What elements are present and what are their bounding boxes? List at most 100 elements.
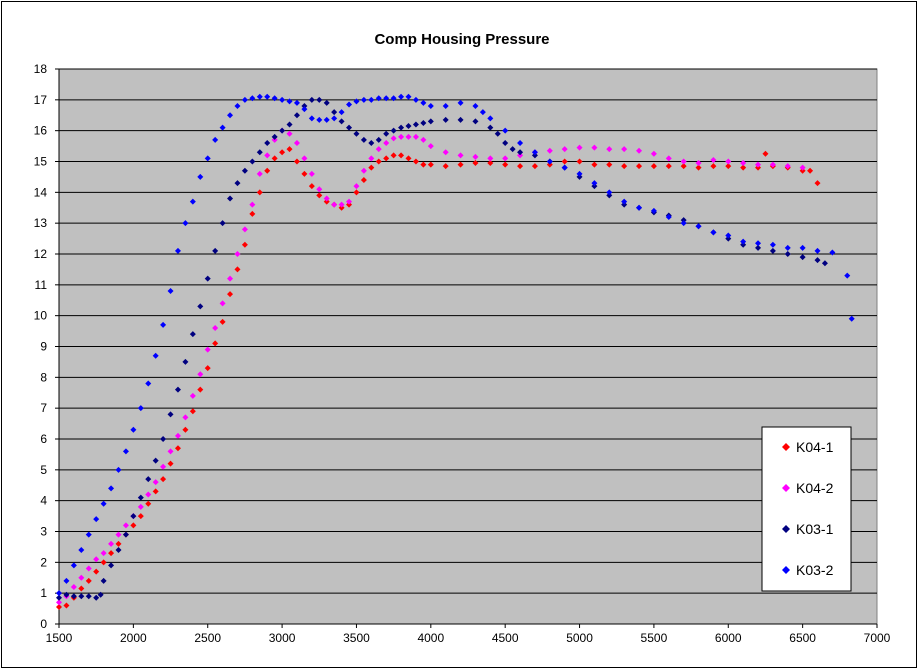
point-k03-1-1 [63,591,70,598]
point-k04-1-38 [338,204,345,211]
point-k03-2-1 [63,577,70,584]
point-k04-1-22 [219,318,226,325]
point-k03-1-24 [227,195,234,202]
y-tick-label-3: 3 [40,525,47,539]
point-k03-2-0 [56,590,62,597]
point-k03-2-70 [710,229,717,236]
point-k04-1-36 [323,198,330,205]
point-k03-1-51 [427,118,434,125]
point-k03-2-39 [346,101,353,108]
point-k04-1-58 [546,161,553,168]
point-k03-2-32 [293,99,300,106]
point-k04-1-39 [346,201,353,208]
point-k03-2-21 [212,136,219,143]
point-k04-2-13 [152,479,159,486]
point-k03-1-41 [353,130,360,137]
point-k03-1-45 [383,130,390,137]
point-k04-1-47 [405,155,412,162]
point-k03-2-34 [308,115,315,122]
point-k04-1-78 [814,180,821,187]
point-k03-1-34 [301,103,308,109]
point-k03-2-63 [606,189,613,196]
point-k03-2-2 [70,562,77,569]
point-k04-2-5 [93,556,100,563]
point-k03-2-69 [695,223,702,230]
point-k04-1-17 [182,426,189,433]
point-k03-1-12 [137,494,144,501]
y-tick-label-8: 8 [40,370,47,384]
point-k03-1-55 [487,124,494,131]
point-k04-1-11 [137,513,144,520]
point-k04-2-49 [420,136,427,143]
point-k03-1-56 [494,130,501,137]
point-k03-2-40 [353,98,360,105]
legend-box [761,426,852,592]
point-k03-1-50 [420,119,427,126]
x-tick-label-6000: 6000 [715,631,742,645]
point-k04-2-66 [665,155,672,162]
y-tick-label-15: 15 [34,155,48,169]
y-tick-label-0: 0 [40,617,47,631]
series-k03-2 [56,93,855,597]
point-k03-1-18 [182,358,189,365]
point-k04-1-33 [301,170,308,177]
point-k03-2-64 [621,198,628,205]
point-k04-2-40 [353,183,360,190]
point-k04-2-35 [316,186,323,193]
point-k04-2-26 [249,201,256,208]
point-k03-1-0 [56,594,62,601]
point-k03-2-71 [725,232,732,239]
point-k03-1-38 [331,109,338,116]
point-k03-1-37 [323,99,330,106]
point-k03-1-25 [234,180,241,187]
point-k03-1-78 [799,254,806,261]
point-k04-1-4 [85,577,92,584]
point-k04-1-0 [56,604,62,611]
point-k03-2-37 [331,115,338,122]
point-k03-2-45 [390,95,397,102]
point-k04-1-69 [710,163,717,170]
point-k04-1-64 [636,163,643,170]
point-k03-1-44 [375,136,382,143]
point-k03-2-44 [383,95,390,102]
y-tick-label-14: 14 [34,185,48,199]
point-k03-1-32 [286,121,293,128]
point-k03-2-80 [848,315,855,322]
y-tick-label-2: 2 [40,555,47,569]
x-tick-label-4000: 4000 [417,631,444,645]
point-k03-1-13 [145,476,152,483]
point-k03-2-33 [301,106,308,113]
point-k04-2-59 [561,146,568,153]
point-k04-2-20 [204,346,211,353]
point-k04-2-47 [405,133,412,140]
point-k04-1-23 [227,291,234,298]
point-k04-1-49 [420,161,427,168]
point-k03-1-17 [174,386,181,393]
point-k03-2-19 [197,173,204,180]
point-k03-2-79 [844,272,851,279]
point-k04-1-25 [241,241,248,248]
point-k04-2-22 [219,300,226,307]
point-k04-1-76 [799,167,806,174]
point-k03-2-73 [755,240,762,247]
point-k03-1-66 [621,201,628,208]
point-k04-2-21 [212,325,219,331]
point-k04-1-24 [234,266,241,273]
point-k04-1-65 [650,163,657,170]
point-k03-1-60 [531,152,538,159]
point-k04-2-45 [390,135,397,142]
point-k03-2-30 [279,96,286,103]
point-k03-1-53 [457,116,464,123]
point-k04-1-54 [487,160,494,167]
point-k04-2-32 [293,140,300,146]
point-k03-2-52 [457,99,464,106]
point-k04-2-42 [368,155,375,162]
point-k03-1-76 [769,247,776,254]
point-k04-2-25 [241,226,248,233]
point-k03-1-8 [108,562,115,569]
point-k04-1-70 [725,163,732,170]
x-tick-label-5000: 5000 [566,631,593,645]
point-k04-1-15 [167,460,174,467]
point-k04-1-8 [115,540,122,547]
point-k03-2-62 [591,180,598,187]
